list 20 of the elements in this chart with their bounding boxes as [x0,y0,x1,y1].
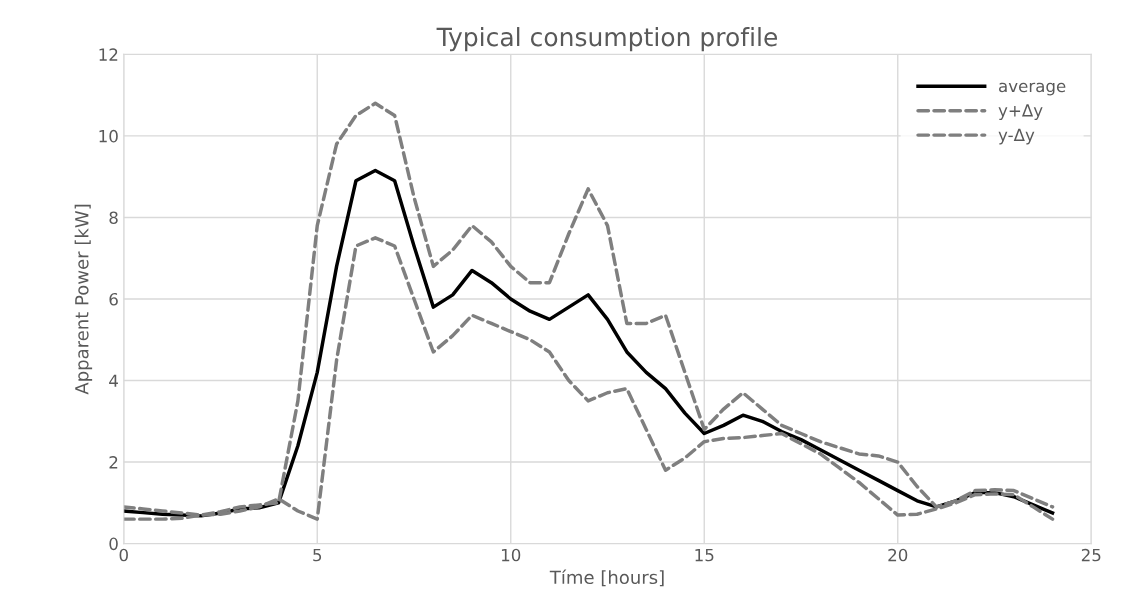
legend-label: average [999,82,1066,96]
y-tick-label: 2 [109,456,118,469]
x-tick-label: 0 [119,548,128,562]
x-tick-label: 25 [1081,548,1101,562]
y-tick-label: 8 [109,211,118,225]
x-tick-label: 20 [888,548,908,562]
y-tick-label: 10 [99,129,118,143]
y-tick-label: 12 [99,48,118,61]
chart-title: Typical consumption profile [436,27,778,52]
x-axis-title: Tíme [hours] [549,569,664,587]
y-axis-title: Apparent Power [kW] [74,204,93,395]
x-tick-label: 10 [501,548,521,562]
x-tick-label: 5 [313,548,322,562]
legend-label: y-Δy [998,128,1035,145]
y-tick-label: 4 [109,374,118,387]
y-tick-label: 0 [109,537,118,551]
x-tick-label: 15 [695,548,714,562]
y-tick-label: 6 [109,292,118,306]
line-series [123,101,1055,517]
legend-label: y+Δy [998,104,1043,120]
